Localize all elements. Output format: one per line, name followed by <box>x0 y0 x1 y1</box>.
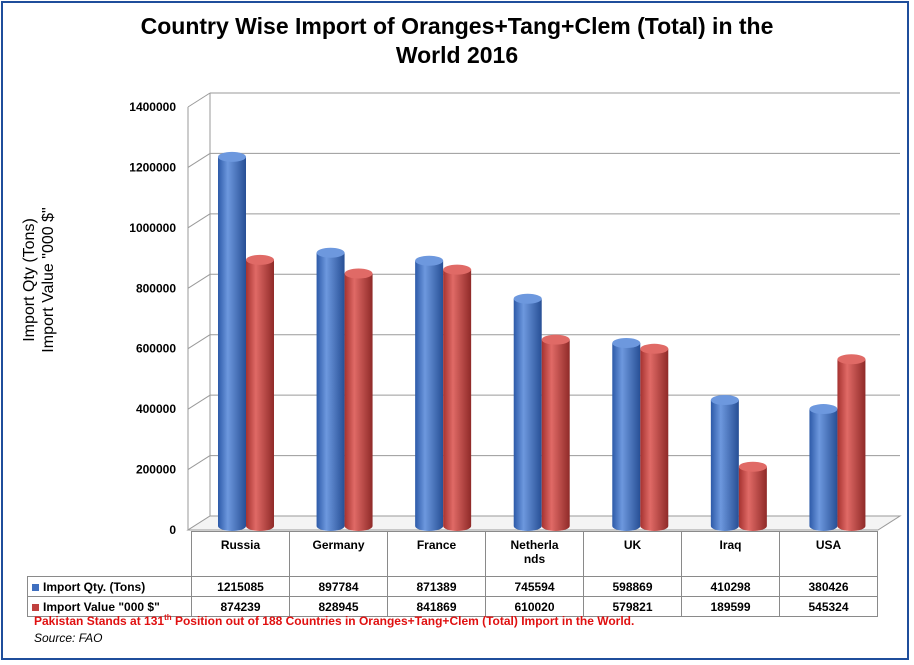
bar-qty <box>218 156 246 532</box>
legend-swatch-red <box>32 603 39 611</box>
bar-qty-top <box>710 395 739 406</box>
legend-label: Import Value "000 $" <box>43 599 160 614</box>
bar-qty-top <box>513 293 542 304</box>
bar-qty <box>415 260 444 531</box>
bar-value-top <box>541 334 570 345</box>
y-tick-label: 400000 <box>136 402 176 416</box>
bar-qty-top <box>809 404 838 415</box>
bar-value <box>443 269 472 531</box>
bar-value <box>640 348 669 531</box>
source-note: Source: FAO <box>34 631 103 645</box>
table-header-line: nds <box>523 552 546 566</box>
gridline-depth <box>187 153 211 168</box>
table-cell: 610020 <box>485 596 584 617</box>
gridline-depth <box>187 455 211 470</box>
table-cell: 410298 <box>681 576 780 597</box>
y-tick-label: 0 <box>169 523 176 537</box>
table-cell: 745594 <box>485 576 584 597</box>
chart-title-line-2: World 2016 <box>395 42 519 68</box>
table-cell: 828945 <box>289 596 388 617</box>
plot-area: 0 200000 400000 600000 800000 1000000 1200000 1… <box>129 92 902 537</box>
bar-value-top <box>344 268 373 279</box>
table-header-cell: Germany <box>289 531 388 577</box>
footnote-sup: th <box>164 613 172 622</box>
table-corner <box>28 532 192 577</box>
table-cell: 841869 <box>387 596 486 617</box>
gridline-depth <box>187 273 211 289</box>
bar-value <box>541 339 570 531</box>
legend-value: Import Value "000 $" <box>27 596 192 617</box>
bar-value-top <box>738 461 767 472</box>
chart-title-line-1: Country Wise Import of Oranges+Tang+Clem… <box>140 13 774 39</box>
footnote: Pakistan Stands at 131th Position out of… <box>34 613 634 628</box>
table-cell: 545324 <box>779 596 878 617</box>
bar-qty <box>612 343 641 531</box>
bar-qty-top <box>316 247 345 258</box>
table-header-line: Netherla <box>510 538 559 552</box>
bar-qty-top <box>218 151 246 162</box>
table-header-cell: UK <box>583 531 682 577</box>
table-header-cell: France <box>387 531 486 577</box>
bar-value-top <box>443 264 472 275</box>
bar-qty-top <box>612 338 641 349</box>
bar-value-top <box>837 354 866 365</box>
table-row: Import Qty. (Tons) 1215085 897784 871389… <box>27 576 878 597</box>
data-table: Russia Germany France Netherla nds UK Ira… <box>27 531 878 617</box>
table-header-cell: Russia <box>191 531 290 577</box>
y-tick-label: 1000000 <box>129 221 176 235</box>
legend-qty: Import Qty. (Tons) <box>27 576 192 597</box>
bar-value-top <box>640 343 669 354</box>
bar-qty <box>513 298 542 531</box>
table-cell: 380426 <box>779 576 878 597</box>
bar-value <box>246 259 274 531</box>
footnote-post: Position out of 188 Countries in Oranges… <box>171 614 635 628</box>
bar-qty <box>710 400 739 531</box>
bar-value <box>738 466 767 531</box>
y-tick-label: 200000 <box>136 463 176 477</box>
y-tick-label: 1400000 <box>129 100 176 114</box>
chart-title: Country Wise Import of Oranges+Tang+Clem… <box>0 12 914 70</box>
table-row: Import Value "000 $" 874239 828945 84186… <box>27 596 878 617</box>
y-tick-label: 800000 <box>136 281 176 295</box>
table-cell: 871389 <box>387 576 486 597</box>
table-header-cell: Iraq <box>681 531 780 577</box>
bar-qty <box>809 409 838 531</box>
table-cell: 874239 <box>191 596 290 617</box>
bar-qty-top <box>415 255 444 266</box>
footnote-pre: Pakistan Stands at 131 <box>34 614 165 628</box>
table-cell: 1215085 <box>191 576 290 597</box>
y-tick-label: 1200000 <box>129 160 176 174</box>
legend-swatch-blue <box>32 583 39 591</box>
table-cell: 189599 <box>681 596 780 617</box>
gridline-depth <box>187 394 211 410</box>
bar-value <box>837 359 866 531</box>
table-header-row: Russia Germany France Netherla nds UK Ira… <box>28 531 878 577</box>
table-cell: 579821 <box>583 596 682 617</box>
table-cell: 897784 <box>289 576 388 597</box>
table-header-cell: USA <box>779 531 878 577</box>
bar-value <box>344 273 373 531</box>
gridline-depth <box>187 92 211 108</box>
gridline-depth <box>187 213 211 229</box>
bar-value-top <box>246 254 274 265</box>
bar-qty <box>316 252 345 532</box>
gridline-depth <box>187 334 211 350</box>
y-tick-label: 600000 <box>136 342 176 356</box>
table-header-cell: Netherla nds <box>485 531 584 577</box>
table-cell: 598869 <box>583 576 682 597</box>
legend-label: Import Qty. (Tons) <box>43 579 146 594</box>
